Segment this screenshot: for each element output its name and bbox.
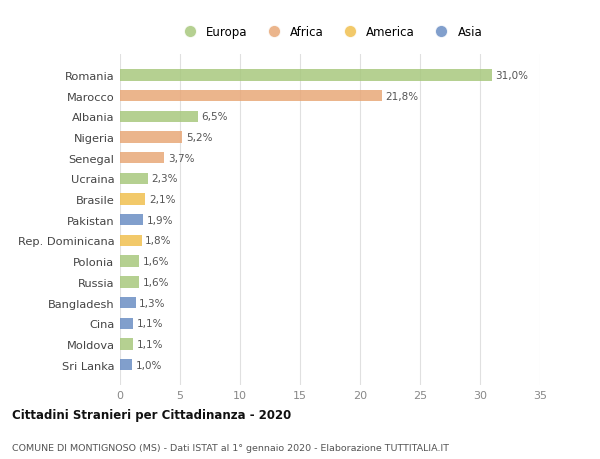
Bar — [120, 339, 133, 350]
Bar — [120, 215, 143, 226]
Bar — [120, 235, 142, 246]
Bar — [120, 318, 133, 329]
Text: 21,8%: 21,8% — [385, 91, 418, 101]
Bar — [120, 132, 182, 143]
Bar — [120, 174, 148, 185]
Text: 1,0%: 1,0% — [136, 360, 162, 370]
Text: 31,0%: 31,0% — [496, 71, 529, 81]
Text: 1,1%: 1,1% — [137, 319, 163, 329]
Text: 2,3%: 2,3% — [151, 174, 178, 184]
Bar — [120, 70, 492, 81]
Text: 6,5%: 6,5% — [202, 112, 228, 122]
Legend: Europa, Africa, America, Asia: Europa, Africa, America, Asia — [174, 22, 486, 43]
Text: 1,1%: 1,1% — [137, 339, 163, 349]
Text: 5,2%: 5,2% — [186, 133, 212, 143]
Text: COMUNE DI MONTIGNOSO (MS) - Dati ISTAT al 1° gennaio 2020 - Elaborazione TUTTITA: COMUNE DI MONTIGNOSO (MS) - Dati ISTAT a… — [12, 443, 449, 452]
Text: 1,6%: 1,6% — [143, 257, 169, 267]
Text: 1,6%: 1,6% — [143, 277, 169, 287]
Text: 1,8%: 1,8% — [145, 236, 172, 246]
Text: 1,9%: 1,9% — [146, 215, 173, 225]
Bar — [120, 359, 132, 370]
Bar — [120, 277, 139, 288]
Text: 3,7%: 3,7% — [168, 153, 194, 163]
Bar — [120, 297, 136, 308]
Bar — [120, 256, 139, 267]
Bar — [120, 112, 198, 123]
Text: 2,1%: 2,1% — [149, 195, 175, 205]
Text: Cittadini Stranieri per Cittadinanza - 2020: Cittadini Stranieri per Cittadinanza - 2… — [12, 408, 291, 421]
Text: 1,3%: 1,3% — [139, 298, 166, 308]
Bar — [120, 91, 382, 102]
Bar — [120, 194, 145, 205]
Bar — [120, 153, 164, 164]
